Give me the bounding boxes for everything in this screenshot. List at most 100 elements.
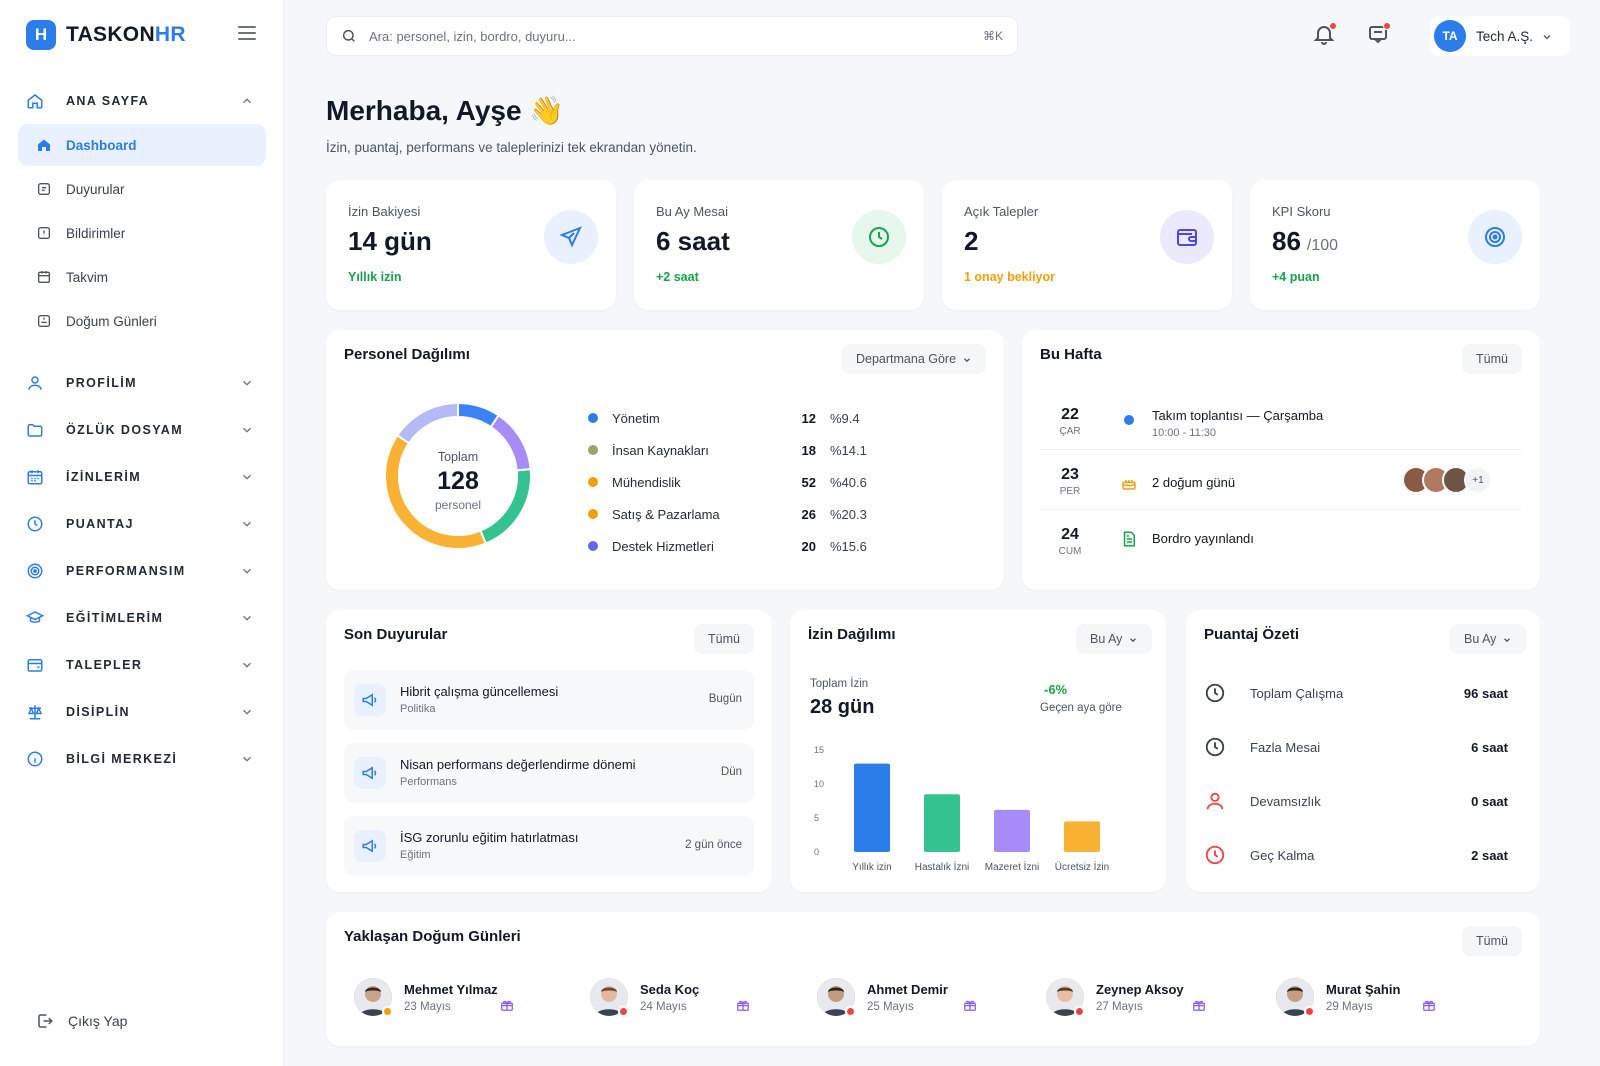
search-input[interactable]: Ara: personel, izin, bordro, duyuru... ⌘…	[326, 16, 1018, 56]
legend-row-destek-hizmetleri: Destek Hizmetleri 20 %15.6	[588, 535, 888, 557]
department-filter-dropdown[interactable]: Departmana Göre	[842, 344, 987, 374]
birthday-person[interactable]: Seda Koç 24 Mayıs	[590, 972, 800, 1022]
timesheet-label: Toplam Çalışma	[1250, 685, 1344, 701]
announcement-time: Bugün	[708, 693, 742, 705]
nav-section-puantaj[interactable]: PUANTAJ	[26, 515, 254, 533]
legend-count: 20	[801, 538, 816, 554]
chevron-down-icon	[240, 470, 254, 484]
nav-section-disiplin[interactable]: DİSİPLİN	[26, 703, 254, 721]
birthday-name: Ahmet Demir	[867, 982, 948, 997]
company-switcher[interactable]: TA Tech A.Ş.	[1430, 16, 1570, 56]
timesheet-row: Devamsızlık 0 saat	[1204, 787, 1508, 815]
sidebar-item-takvim[interactable]: Takvim	[18, 256, 266, 298]
birthday-person[interactable]: Zeynep Aksoy 27 Mayıs	[1046, 972, 1256, 1022]
brand-accent: HR	[154, 23, 186, 46]
see-all-button[interactable]: Tümü	[694, 624, 754, 654]
kpi-card-izin-bakiyesi[interactable]: İzin Bakiyesi 14 gün Yıllık izin	[326, 180, 616, 310]
info-icon	[26, 750, 44, 768]
y-tick-label: 10	[814, 779, 824, 789]
timesheet-row: Toplam Çalışma 96 saat	[1204, 679, 1508, 707]
week-event-row[interactable]: 22 ÇAR Takım toplantısı — Çarşamba 10:00 …	[1040, 406, 1510, 456]
nav-section-label: PUANTAJ	[66, 517, 134, 531]
notification-dot	[1383, 22, 1391, 30]
nav-section-izinlerim[interactable]: İZİNLERİM	[26, 468, 254, 486]
nav-section-label: TALEPLER	[66, 658, 143, 672]
legend-dot	[588, 413, 598, 423]
chevron-down-icon	[1128, 634, 1138, 644]
birthday-date: 29 Mayıs	[1326, 1001, 1373, 1013]
announcement-item[interactable]: Hibrit çalışma güncellemesi Politika Bug…	[344, 670, 754, 730]
donut-center-unit: personel	[435, 498, 481, 512]
nav-section-egitimlerim[interactable]: EĞİTİMLERİM	[26, 609, 254, 627]
nav-section-bilgi-merkezi[interactable]: BİLGİ MERKEZİ	[26, 750, 254, 768]
nav-section-profilim[interactable]: PROFİLİM	[26, 374, 254, 392]
announcement-item[interactable]: İSG zorunlu eğitim hatırlatması Eğitim 2…	[344, 816, 754, 876]
see-all-button[interactable]: Tümü	[1462, 926, 1522, 956]
event-day: 23	[1061, 466, 1079, 483]
timesheet-value: 2 saat	[1471, 847, 1508, 863]
event-day: 22	[1061, 406, 1079, 423]
nav-section-ana-sayfa[interactable]: ANA SAYFA	[26, 92, 254, 110]
announcement-item[interactable]: Nisan performans değerlendirme dönemi Pe…	[344, 743, 754, 803]
brand-logo[interactable]: H TASKONHR	[26, 20, 186, 50]
sidebar: H TASKONHR ANA SAYFA Dashboard Duyurular…	[0, 0, 284, 1066]
donut-center-value: 128	[437, 467, 479, 495]
timesheet-label: Fazla Mesai	[1250, 739, 1321, 755]
see-all-button[interactable]: Tümü	[1462, 344, 1522, 374]
sidebar-item-dashboard[interactable]: Dashboard	[18, 124, 266, 166]
chevron-down-icon	[240, 423, 254, 437]
page-subtitle: İzin, puantaj, performans ve taleplerini…	[326, 140, 697, 155]
gift-icon[interactable]	[736, 998, 750, 1012]
event-weekday: PER	[1059, 486, 1081, 497]
birthday-avatars[interactable]: +1	[1402, 466, 1492, 494]
gift-icon[interactable]	[963, 998, 977, 1012]
gift-icon[interactable]	[1192, 998, 1206, 1012]
home-icon	[36, 137, 52, 153]
folder-icon	[26, 421, 44, 439]
sidebar-item-bildirimler[interactable]: Bildirimler	[18, 212, 266, 254]
event-weekday: ÇAR	[1059, 426, 1081, 437]
chevron-down-icon	[240, 611, 254, 625]
week-event-row[interactable]: 24 CUM Bordro yayınlandı	[1040, 526, 1510, 576]
gift-icon[interactable]	[500, 998, 514, 1012]
sidebar-item-duyurular[interactable]: Duyurular	[18, 168, 266, 210]
gift-icon[interactable]	[1422, 998, 1436, 1012]
kpi-value: 6 saat	[656, 226, 730, 256]
kpi-value: 86	[1272, 226, 1301, 256]
sidebar-item-dogum-gunleri[interactable]: Doğum Günleri	[18, 300, 266, 342]
period-filter-dropdown[interactable]: Bu Ay	[1450, 624, 1527, 654]
kpi-note: 1 onay bekliyor	[964, 270, 1056, 284]
nav-section-talepler[interactable]: TALEPLER	[26, 656, 254, 674]
cake-icon	[36, 313, 52, 329]
event-weekday: CUM	[1058, 546, 1082, 557]
announcement-category: Performans	[400, 776, 457, 788]
kpi-card-acik-talepler[interactable]: Açık Talepler 2 1 onay bekliyor	[942, 180, 1232, 310]
legend-row-yonetim: Yönetim 12 %9.4	[588, 407, 888, 429]
bar	[854, 763, 890, 852]
x-tick-label: Yıllık izin	[852, 862, 891, 873]
logout-label: Çıkış Yap	[68, 1013, 128, 1029]
filter-label: Bu Ay	[1090, 632, 1123, 646]
legend-dot	[588, 541, 598, 551]
period-filter-dropdown[interactable]: Bu Ay	[1076, 624, 1153, 654]
bar	[1064, 821, 1100, 852]
birthday-date: 24 Mayıs	[640, 1001, 687, 1013]
event-title: 2 doğum günü	[1152, 475, 1236, 490]
week-event-row[interactable]: 23 PER 2 doğum günü +1	[1040, 466, 1510, 516]
birthday-person[interactable]: Murat Şahin 29 Mayıs	[1276, 972, 1486, 1022]
birthday-name: Seda Koç	[640, 982, 700, 997]
kpi-card-bu-ay-mesai[interactable]: Bu Ay Mesai 6 saat +2 saat	[634, 180, 924, 310]
menu-toggle-icon[interactable]	[238, 26, 256, 40]
notifications-bell-icon[interactable]	[1312, 22, 1338, 48]
event-day: 24	[1061, 526, 1079, 543]
chevron-down-icon	[1502, 634, 1512, 644]
messages-icon[interactable]	[1366, 22, 1392, 48]
kpi-card-kpi-skoru[interactable]: KPI Skoru 86/100 +4 puan	[1250, 180, 1540, 310]
birthday-person[interactable]: Mehmet Yılmaz 23 Mayıs	[354, 972, 564, 1022]
nav-section-ozluk-dosyam[interactable]: ÖZLÜK DOSYAM	[26, 421, 254, 439]
logout-button[interactable]: Çıkış Yap	[36, 1012, 127, 1030]
avatar	[354, 978, 393, 1017]
nav-section-performansim[interactable]: PERFORMANSIM	[26, 562, 254, 580]
birthday-person[interactable]: Ahmet Demir 25 Mayıs	[817, 972, 1027, 1022]
chevron-down-icon	[240, 658, 254, 672]
